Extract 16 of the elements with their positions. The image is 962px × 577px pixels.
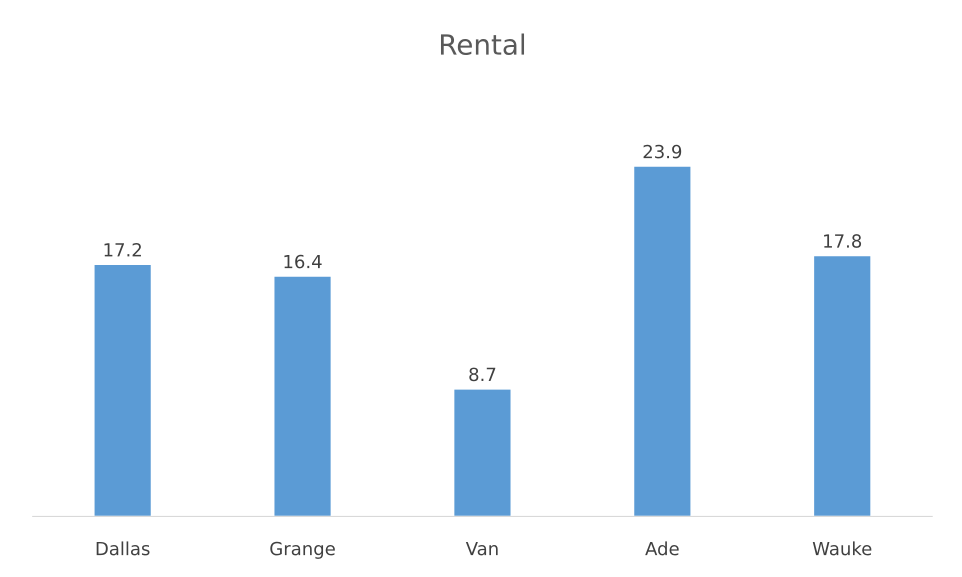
chart-title: Rental: [440, 34, 524, 56]
data-label: 8.7: [469, 368, 496, 382]
data-label: 16.4: [284, 254, 322, 268]
bar: [452, 388, 512, 516]
bar: [632, 165, 692, 516]
bar: [812, 254, 872, 516]
x-tick-label: Wauke: [812, 541, 872, 556]
x-tick-label: Ade: [645, 541, 679, 556]
x-tick-label: Grange: [270, 542, 335, 559]
bar: [93, 264, 152, 516]
x-tick-label: Dallas: [96, 541, 150, 556]
x-tick-label: Van: [466, 542, 498, 556]
data-label: 23.9: [644, 144, 682, 158]
bar: [273, 275, 332, 516]
data-label: 17.8: [824, 234, 862, 248]
data-label: 17.2: [104, 242, 141, 256]
